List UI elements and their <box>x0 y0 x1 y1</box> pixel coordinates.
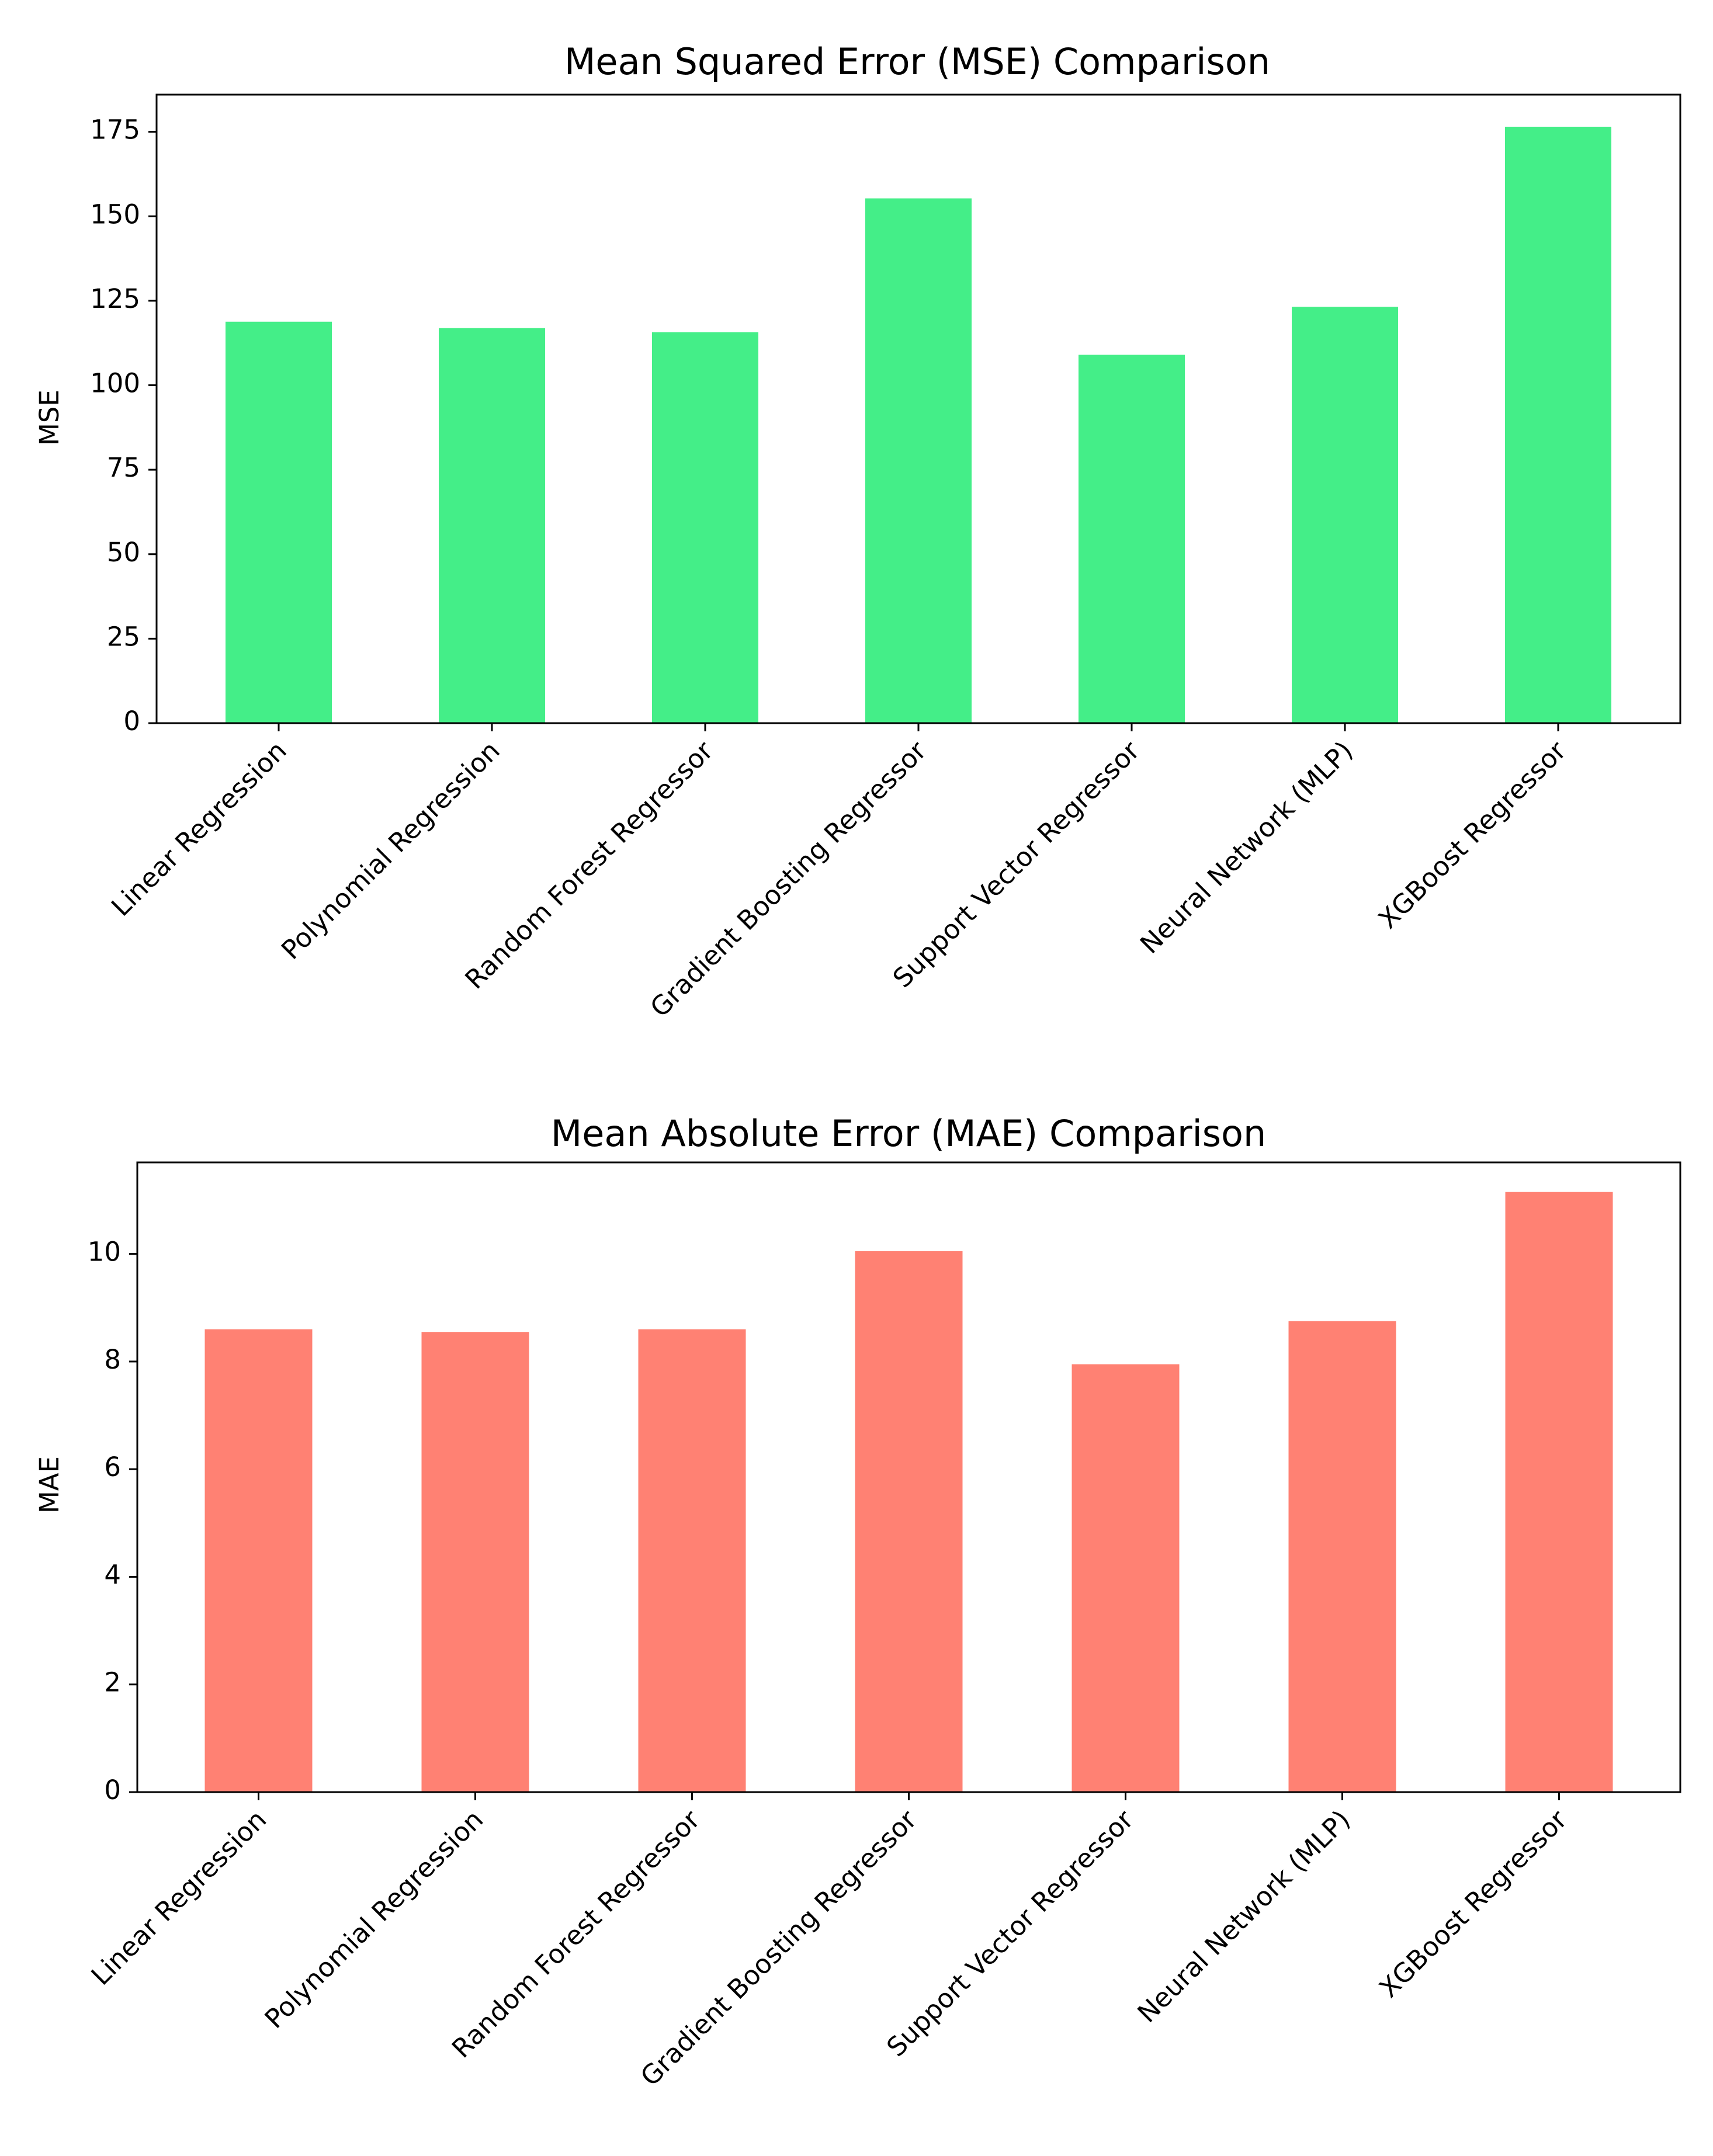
mae-y-axis-label: MAE <box>34 1456 65 1513</box>
mse-x-tick-label: Support Vector Regressor <box>887 735 1146 994</box>
mse-y-ticks: 0 25 50 75 100 125 150 175 <box>90 114 157 737</box>
mae-y-ticks: 0 2 4 6 8 10 <box>88 1237 137 1806</box>
mse-chart-title: Mean Squared Error (MSE) Comparison <box>564 40 1270 83</box>
mse-y-tick-label: 0 <box>123 706 140 737</box>
mae-bar-gradient-boosting-regressor <box>855 1251 963 1792</box>
mse-y-tick-label: 150 <box>90 199 140 230</box>
mae-y-tick-label: 2 <box>104 1667 121 1698</box>
mae-y-tick-label: 4 <box>104 1559 121 1590</box>
mse-y-tick-label: 125 <box>90 283 140 314</box>
mae-bar-random-forest-regressor <box>638 1329 746 1792</box>
mse-bar-gradient-boosting-regressor <box>865 198 972 723</box>
mse-x-tick-label: Linear Regression <box>105 735 293 922</box>
mse-y-tick-label: 25 <box>107 621 140 652</box>
mse-y-tick-label: 50 <box>107 537 140 568</box>
mae-y-tick-label: 0 <box>104 1775 121 1806</box>
mse-x-tick-label: Neural Network (MLP) <box>1134 735 1359 960</box>
mae-bar-linear-regression <box>204 1329 313 1792</box>
mse-y-tick-label: 175 <box>90 114 140 145</box>
mse-y-tick-label: 75 <box>107 452 140 483</box>
mse-plot-frame <box>155 93 1681 724</box>
mae-y-tick-label: 10 <box>88 1237 121 1268</box>
mse-bar-random-forest-regressor <box>652 332 758 723</box>
mse-x-tick-label: XGBoost Regressor <box>1372 735 1572 935</box>
mae-x-tick-label: Neural Network (MLP) <box>1132 1804 1357 2029</box>
mse-bars <box>226 126 1611 724</box>
mae-chart-title: Mean Absolute Error (MAE) Comparison <box>551 1112 1267 1155</box>
mae-bar-support-vector-regressor <box>1072 1364 1180 1792</box>
mse-bar-polynomial-regression <box>439 328 545 723</box>
mae-y-tick-label: 8 <box>104 1344 121 1375</box>
mae-y-tick-label: 6 <box>104 1452 121 1483</box>
mae-plot-frame <box>136 1161 1681 1793</box>
mse-chart: Mean Squared Error (MSE) Comparison MSE … <box>34 40 1681 1023</box>
mse-y-tick-label: 100 <box>90 368 140 399</box>
mse-bar-linear-regression <box>226 321 332 723</box>
mse-y-axis-label: MSE <box>34 390 65 446</box>
mse-x-tick-label: Polynomial Regression <box>275 735 506 966</box>
mae-x-tick-label: Polynomial Regression <box>259 1804 490 2035</box>
mae-x-tick-label: Support Vector Regressor <box>880 1804 1139 2063</box>
mse-bar-support-vector-regressor <box>1079 355 1185 723</box>
mae-x-tick-label: XGBoost Regressor <box>1373 1804 1573 2004</box>
mse-bar-neural-network-mlp <box>1292 307 1398 723</box>
mae-chart: Mean Absolute Error (MAE) Comparison MAE… <box>34 1112 1681 2092</box>
mae-bar-xgboost-regressor <box>1505 1192 1613 1792</box>
mae-x-tick-label: Random Forest Regressor <box>446 1804 706 2064</box>
mae-x-tick-label: Linear Regression <box>85 1804 273 1991</box>
mse-x-tick-label: Random Forest Regressor <box>459 735 720 995</box>
mae-bars <box>204 1192 1613 1792</box>
mae-bar-neural-network-mlp <box>1288 1321 1396 1792</box>
mae-bar-polynomial-regression <box>421 1332 529 1792</box>
mse-bar-xgboost-regressor <box>1505 126 1611 724</box>
